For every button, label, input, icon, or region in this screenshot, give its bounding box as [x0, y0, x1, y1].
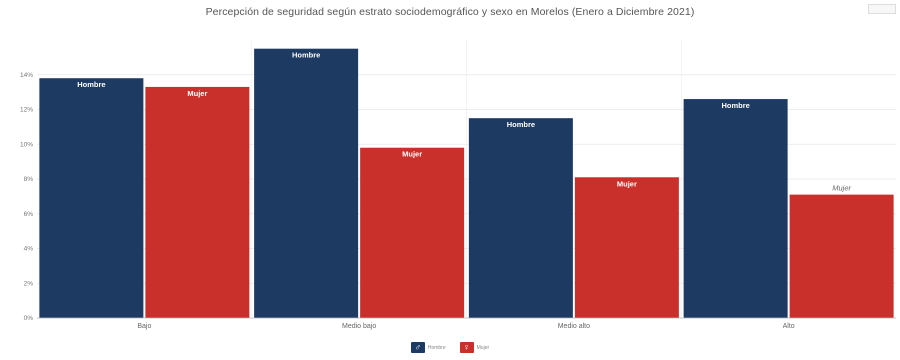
axes: 0% 2% 4% 6% 8% 10% 12% 14% Bajo Medio bajo Medio a… [20, 72, 896, 330]
y-tick-label: 2% [24, 280, 34, 287]
bar-label: Mujer [402, 150, 422, 159]
bar-hombre-2[interactable] [468, 118, 573, 318]
y-tick-label: 12% [20, 107, 33, 114]
bar-hombre-0[interactable] [39, 78, 144, 318]
bar-mujer-1[interactable] [360, 147, 465, 318]
bar-label: Hombre [292, 51, 320, 60]
x-category-label: Bajo [137, 323, 151, 330]
y-tick-label: 14% [20, 72, 33, 79]
bar-label: Mujer [617, 179, 637, 188]
legend-label-hombre: Hombre [427, 344, 446, 351]
y-tick-label: 8% [24, 176, 34, 183]
y-tick-label: 4% [24, 246, 34, 253]
y-tick-label: 10% [20, 141, 33, 148]
bar-chart: Hombre Mujer Hombre Mujer Hombre Mujer Hombre M… [20, 40, 896, 330]
bar-mujer-3[interactable] [789, 194, 894, 318]
x-category-label: Medio alto [558, 323, 590, 330]
bar-mujer-2[interactable] [574, 177, 679, 318]
bar-hombre-3[interactable] [683, 99, 788, 318]
bar-hombre-1[interactable] [254, 48, 359, 318]
bar-labels: Hombre Mujer Hombre Mujer Hombre Mujer Hombre M… [77, 51, 851, 193]
bar-label: Hombre [77, 80, 105, 89]
bar-label: Hombre [507, 120, 535, 129]
bars [39, 48, 894, 318]
y-tick-label: 6% [24, 211, 34, 218]
x-category-label: Medio bajo [342, 323, 376, 330]
bar-label: Mujer [832, 184, 851, 193]
female-symbol-icon: ♀ [459, 342, 474, 353]
logo-icon [868, 4, 896, 14]
bar-label: Mujer [187, 89, 207, 98]
chart-title: Percepción de seguridad según estrato so… [205, 6, 695, 18]
legend-item-mujer[interactable]: ♀ Mujer [459, 342, 490, 353]
legend: ♂ Hombre ♀ Mujer [0, 342, 900, 353]
male-symbol-icon: ♂ [410, 342, 425, 353]
legend-item-hombre[interactable]: ♂ Hombre [410, 342, 446, 353]
bar-label: Hombre [721, 101, 749, 110]
legend-label-mujer: Mujer [476, 344, 490, 351]
bar-mujer-0[interactable] [145, 86, 250, 318]
x-category-label: Alto [783, 323, 795, 330]
y-tick-label: 0% [24, 315, 34, 322]
